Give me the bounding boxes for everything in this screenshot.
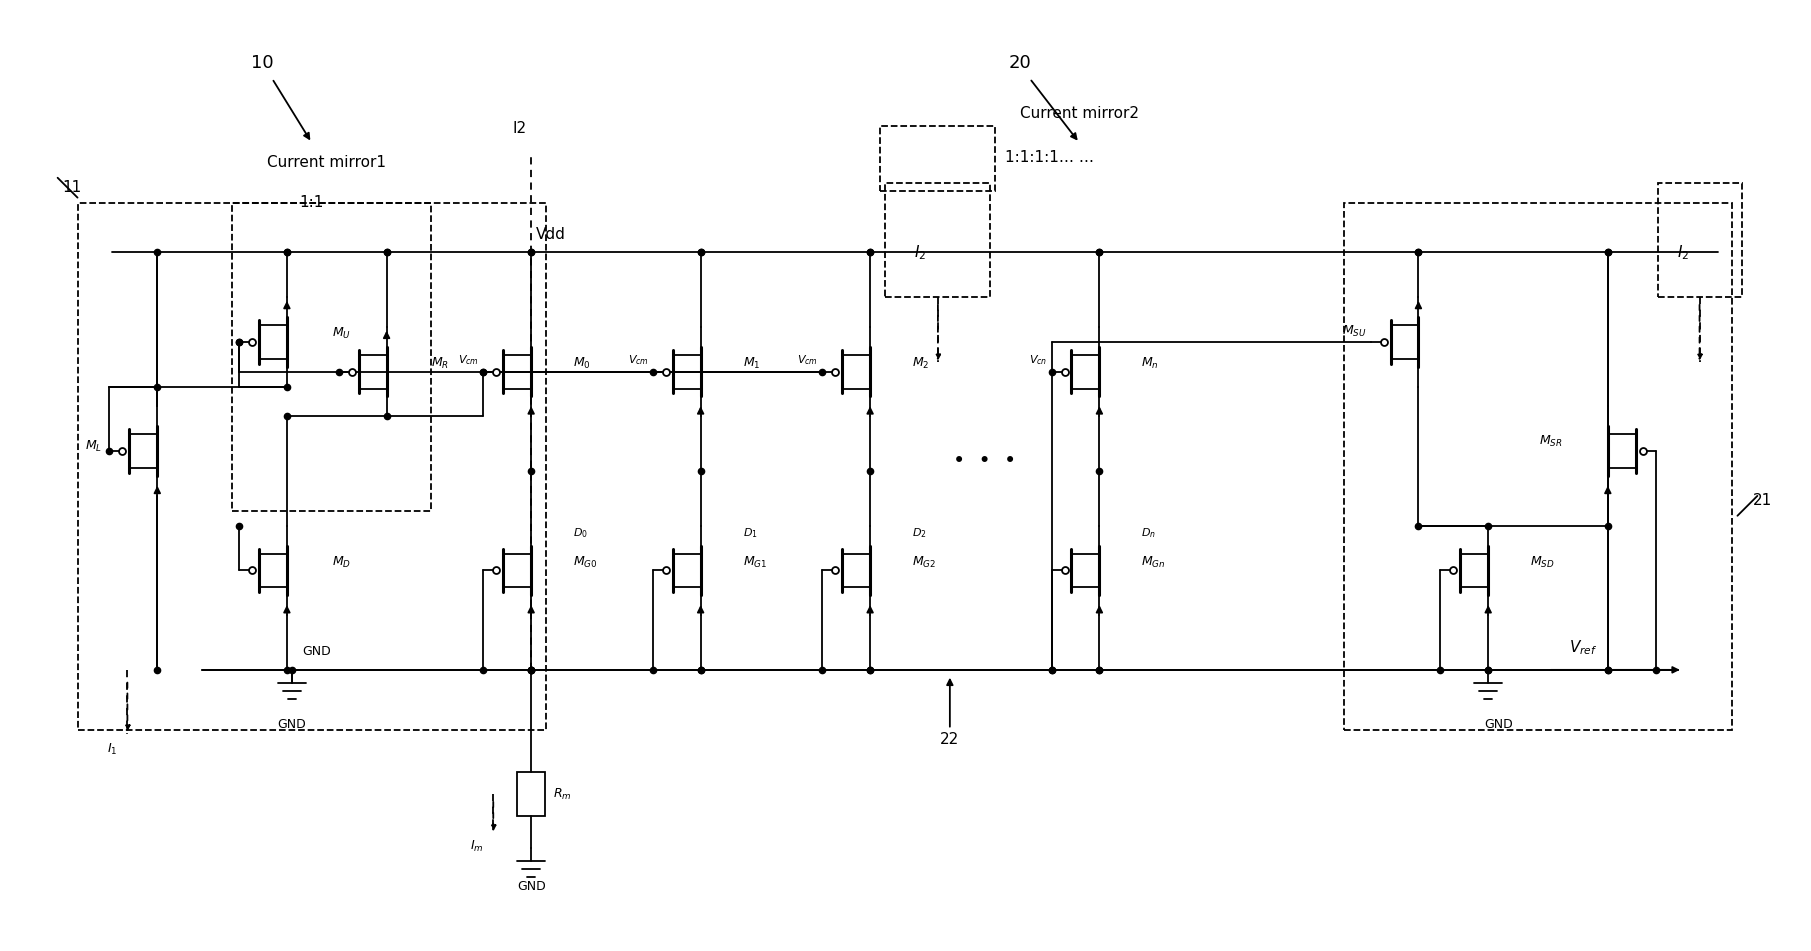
- Text: $M_{SU}$: $M_{SU}$: [1342, 324, 1367, 340]
- Text: $M_0$: $M_0$: [572, 356, 590, 371]
- Text: $M_{G1}$: $M_{G1}$: [743, 555, 766, 570]
- Bar: [78, 203, 547, 729]
- Text: $V_{cm}$: $V_{cm}$: [458, 353, 480, 366]
- Text: $M_{G2}$: $M_{G2}$: [913, 555, 936, 570]
- Bar: [1344, 203, 1733, 729]
- Text: $M_L$: $M_L$: [85, 438, 103, 454]
- Text: $M_2$: $M_2$: [913, 356, 929, 371]
- Text: GND: GND: [302, 646, 331, 658]
- Text: $M_{SR}$: $M_{SR}$: [1539, 434, 1563, 449]
- Text: Current mirror2: Current mirror2: [1020, 106, 1139, 121]
- Text: 1:1:1:1… …: 1:1:1:1… …: [1005, 150, 1094, 165]
- Text: $D_0$: $D_0$: [572, 526, 589, 539]
- Text: 10: 10: [250, 54, 273, 72]
- Text: $M_U$: $M_U$: [331, 326, 351, 341]
- Text: 20: 20: [1009, 54, 1030, 72]
- Text: 1:1: 1:1: [299, 195, 324, 210]
- Text: GND: GND: [1483, 718, 1512, 731]
- Text: $I_1$: $I_1$: [107, 742, 118, 757]
- Text: $D_1$: $D_1$: [743, 526, 757, 539]
- Text: GND: GND: [277, 718, 306, 731]
- Text: $D_2$: $D_2$: [913, 526, 927, 539]
- Text: $I_m$: $I_m$: [469, 839, 484, 854]
- Text: $R_m$: $R_m$: [552, 786, 572, 802]
- Text: $M_{SD}$: $M_{SD}$: [1530, 555, 1554, 570]
- Text: $V_{ref}$: $V_{ref}$: [1568, 639, 1597, 657]
- Text: GND: GND: [516, 880, 545, 893]
- Text: Current mirror1: Current mirror1: [268, 155, 386, 170]
- Text: $M_1$: $M_1$: [743, 356, 761, 371]
- Text: $M_R$: $M_R$: [431, 356, 449, 371]
- Text: $M_{Gn}$: $M_{Gn}$: [1141, 555, 1166, 570]
- Bar: [886, 183, 991, 297]
- Text: $M_D$: $M_D$: [331, 555, 351, 570]
- Text: 21: 21: [1753, 494, 1771, 509]
- Text: $V_{cm}$: $V_{cm}$: [797, 353, 819, 366]
- Text: $D_n$: $D_n$: [1141, 526, 1155, 539]
- Bar: [232, 203, 431, 511]
- Bar: [518, 772, 545, 817]
- Text: $M_n$: $M_n$: [1141, 356, 1159, 371]
- Text: 22: 22: [940, 732, 960, 747]
- Bar: [880, 126, 994, 190]
- Bar: [1657, 183, 1742, 297]
- Text: •  •  •: • • •: [953, 451, 1016, 471]
- Text: $I_2$: $I_2$: [915, 243, 925, 262]
- Text: $V_{cm}$: $V_{cm}$: [628, 353, 648, 366]
- Text: $I_2$: $I_2$: [1677, 243, 1688, 262]
- Text: $M_{G0}$: $M_{G0}$: [572, 555, 598, 570]
- Text: Vdd: Vdd: [536, 227, 567, 242]
- Text: $V_{cn}$: $V_{cn}$: [1029, 353, 1047, 366]
- Text: 11: 11: [63, 180, 81, 195]
- Text: I2: I2: [513, 121, 527, 136]
